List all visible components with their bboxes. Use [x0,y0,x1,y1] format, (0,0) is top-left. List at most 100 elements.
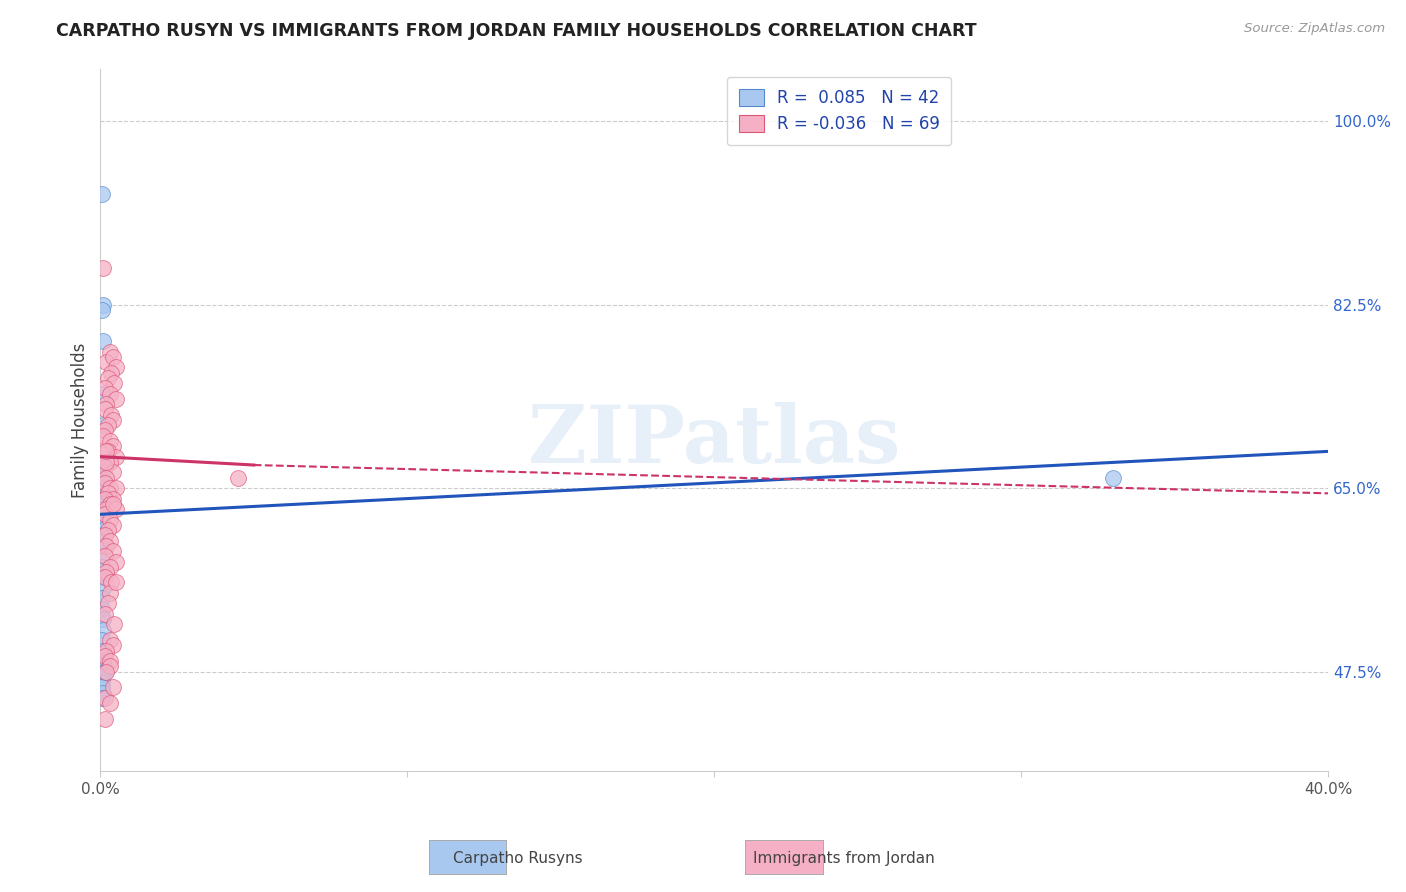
Point [94,402,117,417]
Point [94,665,117,679]
Point [91,297,114,311]
Text: Carpatho Rusyns: Carpatho Rusyns [453,851,582,865]
Point [98,633,121,648]
Point [91,612,114,626]
Point [97,418,120,433]
Point [91,466,114,480]
Point [98,344,121,359]
Point [98,696,121,710]
Point [93,334,115,349]
Point [91,470,114,484]
Point [100,366,122,380]
Point [104,481,127,495]
Point [101,544,124,558]
Point [94,475,117,490]
Point [101,466,124,480]
Point [101,497,124,511]
Point [90,512,112,526]
Point [94,460,117,475]
Point [94,607,117,621]
Point [96,470,118,484]
Point [104,575,127,590]
Point [91,623,114,637]
Point [98,386,121,401]
Text: Immigrants from Jordan: Immigrants from Jordan [752,851,935,865]
Point [91,475,114,490]
Text: Source: ZipAtlas.com: Source: ZipAtlas.com [1244,22,1385,36]
Point [91,428,114,442]
Point [96,502,118,516]
Point [94,528,117,542]
Point [90,187,112,202]
Point [104,392,127,406]
Point [94,491,117,506]
Point [96,444,118,458]
Point [101,350,124,364]
Point [91,670,114,684]
Text: ZIPatlas: ZIPatlas [529,402,900,480]
Point [93,654,115,668]
Point [91,497,114,511]
Point [91,523,114,537]
Point [91,528,114,542]
Point [93,581,115,595]
Point [90,486,112,500]
Point [1102,470,1125,484]
Point [101,681,124,695]
Point [91,481,114,495]
Point [91,690,114,705]
Point [101,639,124,653]
Point [98,455,121,469]
Point [93,659,115,673]
Point [98,586,121,600]
Point [91,685,114,699]
Point [98,533,121,548]
Point [91,570,114,584]
Point [94,424,117,438]
Point [98,497,121,511]
Y-axis label: Family Households: Family Households [72,343,89,498]
Point [100,575,122,590]
Point [93,260,115,275]
Point [91,681,114,695]
Point [96,539,118,553]
Point [94,712,117,726]
Point [98,481,121,495]
Point [91,643,114,657]
Point [97,486,120,500]
Point [91,591,114,606]
Point [101,517,124,532]
Point [91,502,114,516]
Point [97,371,120,385]
Point [94,549,117,564]
Point [94,381,117,395]
Point [91,601,114,615]
Point [91,517,114,532]
Point [94,508,117,522]
Point [98,654,121,668]
Point [96,355,118,369]
Point [91,533,114,548]
Point [90,549,112,564]
Point [91,559,114,574]
Point [104,502,127,516]
Point [96,643,118,657]
Point [103,617,125,632]
Text: CARPATHO RUSYN VS IMMIGRANTS FROM JORDAN FAMILY HOUSEHOLDS CORRELATION CHART: CARPATHO RUSYN VS IMMIGRANTS FROM JORDAN… [56,22,977,40]
Point [97,597,120,611]
Point [91,665,114,679]
Point [98,512,121,526]
Point [90,675,112,690]
Point [94,648,117,663]
Point [91,491,114,506]
Point [101,413,124,427]
Point [91,386,114,401]
Point [94,690,117,705]
Point [96,397,118,411]
Point [101,491,124,506]
Point [91,302,114,317]
Point [98,559,121,574]
Point [100,408,122,422]
Point [228,470,250,484]
Point [91,418,114,433]
